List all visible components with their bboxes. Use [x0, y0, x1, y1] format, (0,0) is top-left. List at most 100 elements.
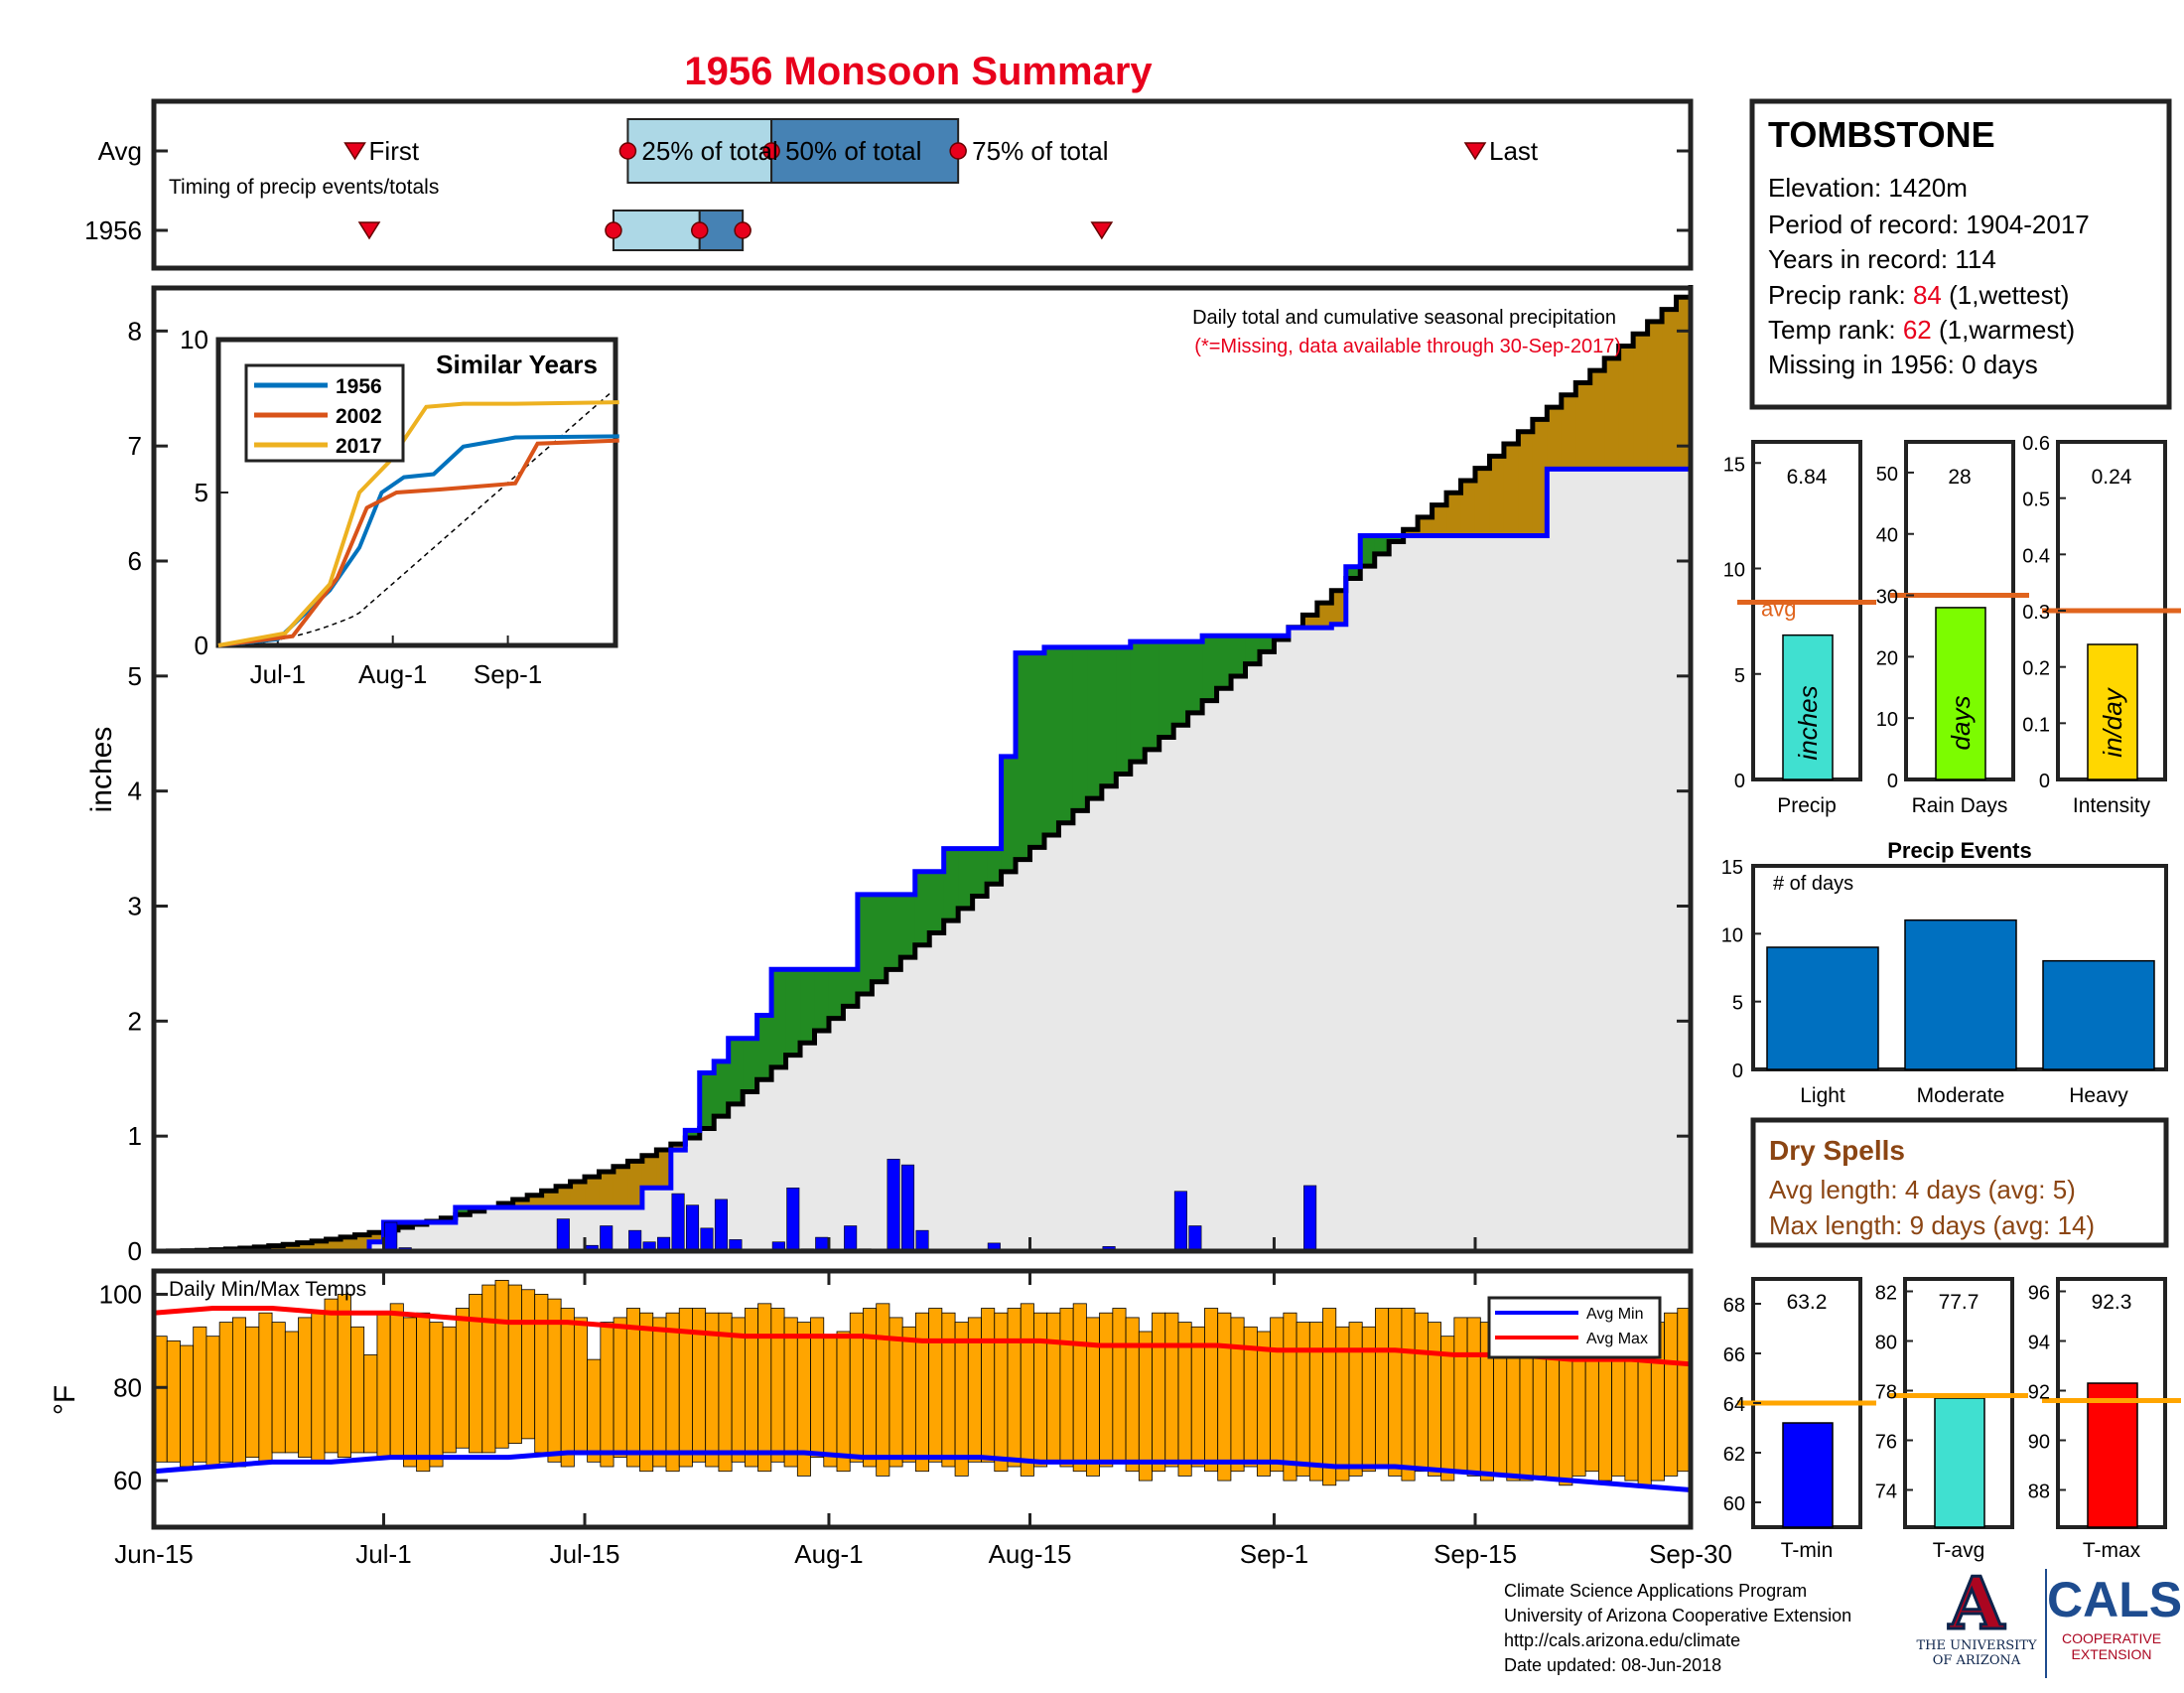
- station-period: Period of record: 1904-2017: [1768, 210, 2090, 239]
- dry-spells-box: [1750, 1117, 2169, 1248]
- daily-precip-bar: [556, 1218, 570, 1252]
- below-average-fill: [1532, 419, 1548, 536]
- below-average-fill: [613, 1166, 628, 1207]
- temp-summary-bar: [2087, 1382, 2138, 1528]
- summary-value: 28: [1948, 466, 1971, 489]
- daily-temp-bar: [823, 1336, 838, 1468]
- temp-summary-ytick-label: 82: [1875, 1283, 1897, 1305]
- daily-temp-bar: [376, 1312, 391, 1459]
- temp-summary-bar: [1934, 1397, 1985, 1528]
- daily-temp-bar: [1388, 1308, 1403, 1477]
- below-average-fill: [670, 1144, 686, 1151]
- summary-value: 6.84: [1787, 466, 1828, 489]
- events-title: Precip Events: [1887, 838, 2032, 863]
- daily-temp-bar: [205, 1336, 220, 1468]
- above-average-fill: [1087, 646, 1103, 799]
- precip-rank-part: (1,wettest): [1942, 280, 2070, 310]
- daily-precip-bar: [844, 1225, 858, 1252]
- below-average-fill: [1302, 615, 1318, 629]
- station-elevation: Elevation: 1420m: [1768, 173, 1968, 203]
- above-average-fill: [714, 1060, 730, 1117]
- temp-rank-part: Temp rank:: [1768, 315, 1903, 345]
- daily-temp-bar: [363, 1354, 378, 1454]
- daily-temp-bar: [1020, 1303, 1034, 1477]
- above-average-fill: [886, 894, 901, 970]
- daily-temp-bar: [1414, 1312, 1429, 1473]
- daily-temp-bar: [1664, 1312, 1679, 1477]
- station-name: TOMBSTONE: [1768, 114, 1995, 155]
- daily-temp-bar: [1033, 1312, 1048, 1468]
- daily-temp-bar: [757, 1303, 772, 1473]
- daily-temp-bar: [455, 1308, 470, 1449]
- ua-letter: A: [1948, 1561, 2006, 1645]
- main-ytick-label: 6: [128, 546, 142, 576]
- above-average-fill: [1245, 635, 1261, 664]
- daily-temp-bar: [337, 1294, 351, 1459]
- temp-summary-ytick-label: 90: [2028, 1432, 2050, 1454]
- temp-summary-ytick-label: 88: [2028, 1481, 2050, 1503]
- daily-temp-bar: [534, 1294, 549, 1454]
- summary-ytick-label: 10: [1876, 709, 1898, 731]
- daily-temp-bar: [914, 1312, 930, 1473]
- temp-summary-value: 77.7: [1939, 1291, 1979, 1314]
- timing-marker-triangle: [1463, 142, 1487, 161]
- above-average-fill: [943, 848, 959, 921]
- below-average-fill: [541, 1191, 557, 1207]
- daily-temp-bar: [1453, 1317, 1468, 1473]
- daily-temp-bar: [1283, 1312, 1297, 1481]
- cals-sub-1: COOPERATIVE: [2061, 1630, 2162, 1646]
- summary-ytick-label: 0.1: [2022, 714, 2050, 736]
- daily-temp-bar: [193, 1326, 207, 1463]
- events-ytick-label: 5: [1732, 993, 1743, 1015]
- main-ytick-label: 2: [128, 1006, 142, 1036]
- below-average-fill: [527, 1195, 543, 1207]
- inset-legend-label: 2002: [336, 405, 382, 428]
- footer-line: http://cals.arizona.edu/climate: [1504, 1630, 1741, 1650]
- footer-credits: Climate Science Applications Program Uni…: [1504, 1579, 1851, 1678]
- daily-precip-bar: [1173, 1191, 1187, 1252]
- event-category-label: Light: [1800, 1084, 1845, 1107]
- timing-box-25-50: [626, 118, 773, 184]
- summary-ytick-label: 20: [1876, 647, 1898, 669]
- daily-temp-bar: [836, 1331, 851, 1473]
- above-average-fill: [455, 1206, 471, 1215]
- summary-value: 0.24: [2092, 466, 2132, 489]
- main-ytick-label: 4: [128, 776, 142, 806]
- daily-precip-bar: [786, 1187, 800, 1252]
- main-ytick-label: 8: [128, 316, 142, 346]
- below-average-fill: [1676, 297, 1692, 470]
- temp-summary-label: T-min: [1781, 1539, 1834, 1562]
- above-average-fill: [914, 871, 930, 945]
- daily-temp-bar: [1322, 1308, 1337, 1486]
- summary-unit: days: [1946, 696, 1976, 751]
- summary-ytick-label: 0.2: [2022, 658, 2050, 680]
- main-ytick-label: 7: [128, 431, 142, 461]
- timing-last-label: Last: [1489, 136, 1539, 166]
- below-average-fill: [1604, 357, 1620, 470]
- timing-percentile-dot: [691, 221, 709, 239]
- inset-xtick-label: Sep-1: [474, 659, 542, 689]
- above-average-fill: [1001, 756, 1017, 872]
- daily-temp-bar: [350, 1326, 365, 1454]
- event-bar: [1766, 946, 1879, 1070]
- below-average-fill: [341, 1236, 356, 1251]
- event-bar: [1904, 918, 2017, 1070]
- summary-label: Precip: [1777, 794, 1837, 817]
- cals-text: CALS: [2047, 1572, 2183, 1627]
- timing-marker-triangle: [1090, 221, 1114, 240]
- daily-precip-bar: [671, 1193, 685, 1252]
- summary-ytick-label: 0.4: [2022, 545, 2050, 567]
- xaxis-tick-label: Sep-1: [1240, 1539, 1308, 1569]
- below-average-fill: [1633, 334, 1649, 470]
- daily-temp-bar: [1204, 1308, 1219, 1473]
- daily-temp-bar: [1007, 1308, 1022, 1468]
- daily-temp-bar: [600, 1322, 614, 1468]
- below-average-fill: [599, 1171, 614, 1207]
- summary-ytick-label: 30: [1876, 587, 1898, 609]
- daily-temp-bar: [770, 1308, 785, 1463]
- below-average-fill: [1647, 321, 1663, 470]
- below-average-fill: [512, 1199, 528, 1207]
- below-average-fill: [570, 1181, 586, 1207]
- daily-temp-bar: [166, 1340, 181, 1463]
- daily-precip-bar: [915, 1229, 929, 1252]
